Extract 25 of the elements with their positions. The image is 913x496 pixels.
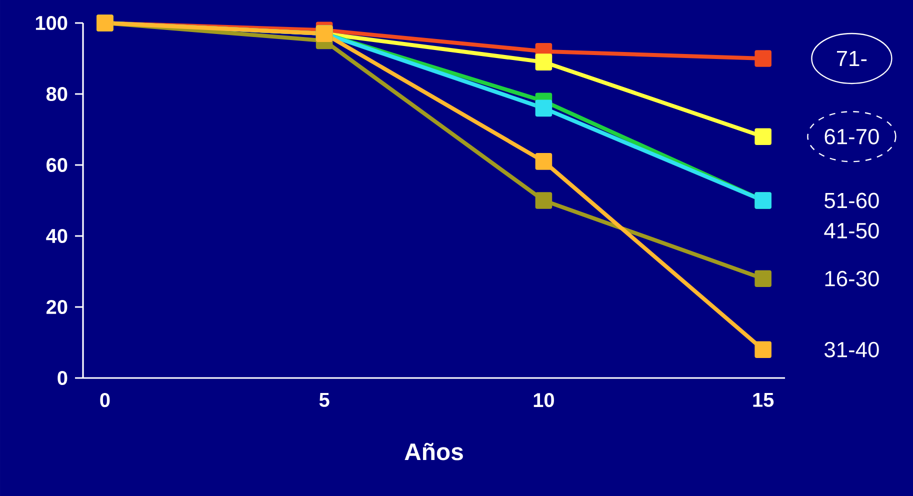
text: 41-50: [824, 222, 879, 238]
x-tick-label: 5: [319, 393, 330, 407]
x-tick-label: 0: [100, 393, 110, 408]
y-tick-label: 100: [36, 16, 68, 30]
point: [754, 341, 772, 358]
y-tick-label: 20: [46, 300, 68, 314]
y-tick-label: 80: [46, 86, 68, 102]
point: [754, 270, 772, 287]
x-axis-title: Años: [404, 442, 463, 460]
point: [535, 100, 552, 117]
point: [535, 192, 552, 209]
text: 51-60: [824, 192, 879, 208]
text: 71-: [836, 50, 867, 66]
text: 61-70: [824, 128, 879, 144]
y-tick-label: 60: [46, 158, 68, 172]
y-tick-label: 40: [46, 228, 68, 244]
x-tick-label: 15: [753, 393, 774, 407]
text: 31-40: [824, 342, 879, 358]
point: [754, 50, 772, 67]
point: [535, 153, 552, 170]
text: 16-30: [825, 270, 879, 286]
point: [754, 128, 772, 145]
y-tick-label: 0: [58, 370, 68, 386]
point: [535, 54, 552, 70]
x-tick-label: 10: [534, 393, 554, 408]
